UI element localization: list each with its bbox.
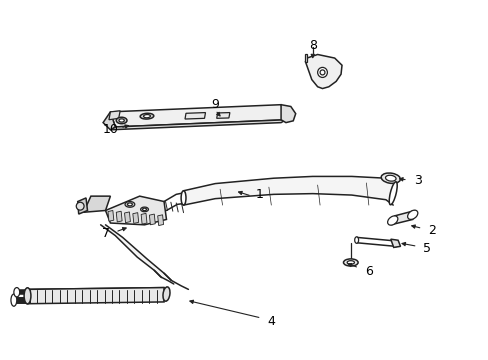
Polygon shape xyxy=(216,113,229,118)
Polygon shape xyxy=(101,225,171,280)
Polygon shape xyxy=(183,176,392,205)
Ellipse shape xyxy=(343,259,357,266)
Ellipse shape xyxy=(387,216,397,225)
Polygon shape xyxy=(305,54,306,62)
Polygon shape xyxy=(281,105,295,123)
Ellipse shape xyxy=(354,237,358,243)
Text: 3: 3 xyxy=(413,174,421,186)
Polygon shape xyxy=(27,288,163,304)
Polygon shape xyxy=(105,196,166,225)
Polygon shape xyxy=(158,215,163,226)
Ellipse shape xyxy=(381,173,400,183)
Text: 8: 8 xyxy=(308,39,316,52)
Ellipse shape xyxy=(127,203,132,206)
Ellipse shape xyxy=(163,287,170,301)
Polygon shape xyxy=(390,211,414,225)
Ellipse shape xyxy=(125,202,135,207)
Text: 5: 5 xyxy=(423,242,430,255)
Polygon shape xyxy=(124,212,130,223)
Polygon shape xyxy=(78,198,87,214)
Polygon shape xyxy=(390,239,400,247)
Ellipse shape xyxy=(11,294,17,306)
Polygon shape xyxy=(133,213,139,224)
Ellipse shape xyxy=(388,182,396,205)
Text: 9: 9 xyxy=(211,98,219,111)
Ellipse shape xyxy=(317,67,327,77)
Ellipse shape xyxy=(393,240,397,247)
Ellipse shape xyxy=(14,288,20,297)
Text: 1: 1 xyxy=(255,188,263,201)
Text: 4: 4 xyxy=(267,315,275,328)
Ellipse shape xyxy=(181,191,185,205)
Ellipse shape xyxy=(142,208,146,211)
Polygon shape xyxy=(305,54,341,89)
Polygon shape xyxy=(141,213,147,224)
Ellipse shape xyxy=(143,114,150,118)
Ellipse shape xyxy=(320,70,325,75)
Ellipse shape xyxy=(346,261,354,264)
Text: 2: 2 xyxy=(427,224,435,237)
Polygon shape xyxy=(149,214,155,225)
Ellipse shape xyxy=(141,207,148,212)
Ellipse shape xyxy=(385,175,395,181)
Ellipse shape xyxy=(24,288,31,304)
Ellipse shape xyxy=(407,210,417,220)
Polygon shape xyxy=(109,111,120,120)
Polygon shape xyxy=(103,112,115,130)
Polygon shape xyxy=(184,113,205,119)
Ellipse shape xyxy=(116,117,127,124)
Polygon shape xyxy=(108,211,114,221)
Ellipse shape xyxy=(76,202,84,210)
Ellipse shape xyxy=(119,119,124,122)
Ellipse shape xyxy=(140,113,153,119)
Polygon shape xyxy=(27,288,168,296)
Polygon shape xyxy=(110,105,285,127)
Text: 6: 6 xyxy=(364,265,372,278)
Polygon shape xyxy=(83,196,110,212)
Polygon shape xyxy=(110,120,285,130)
Polygon shape xyxy=(116,211,122,222)
Text: 7: 7 xyxy=(102,227,109,240)
Text: 10: 10 xyxy=(102,123,118,136)
